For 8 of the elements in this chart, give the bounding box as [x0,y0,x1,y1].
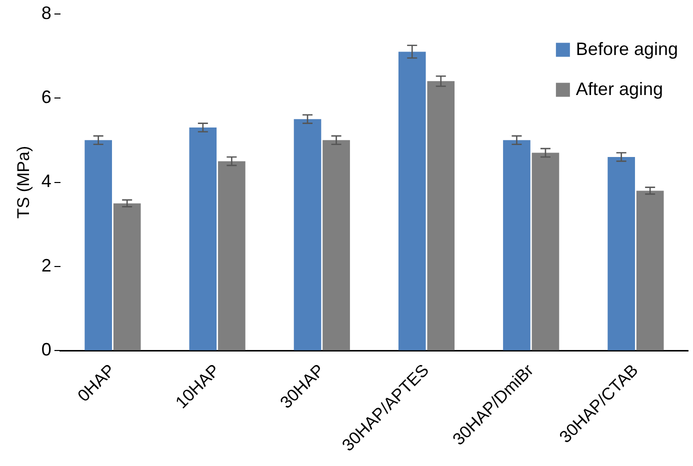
legend-label: After aging [576,78,663,99]
y-axis-title: TS (MPa) [14,146,33,219]
y-tick-label: 0 [41,340,52,360]
y-tick-label: 2 [41,255,52,276]
y-tick-label: 4 [41,171,52,192]
y-tick-label: 8 [41,2,52,23]
legend-label: Before aging [576,38,678,59]
y-tick-label: 6 [41,87,52,107]
